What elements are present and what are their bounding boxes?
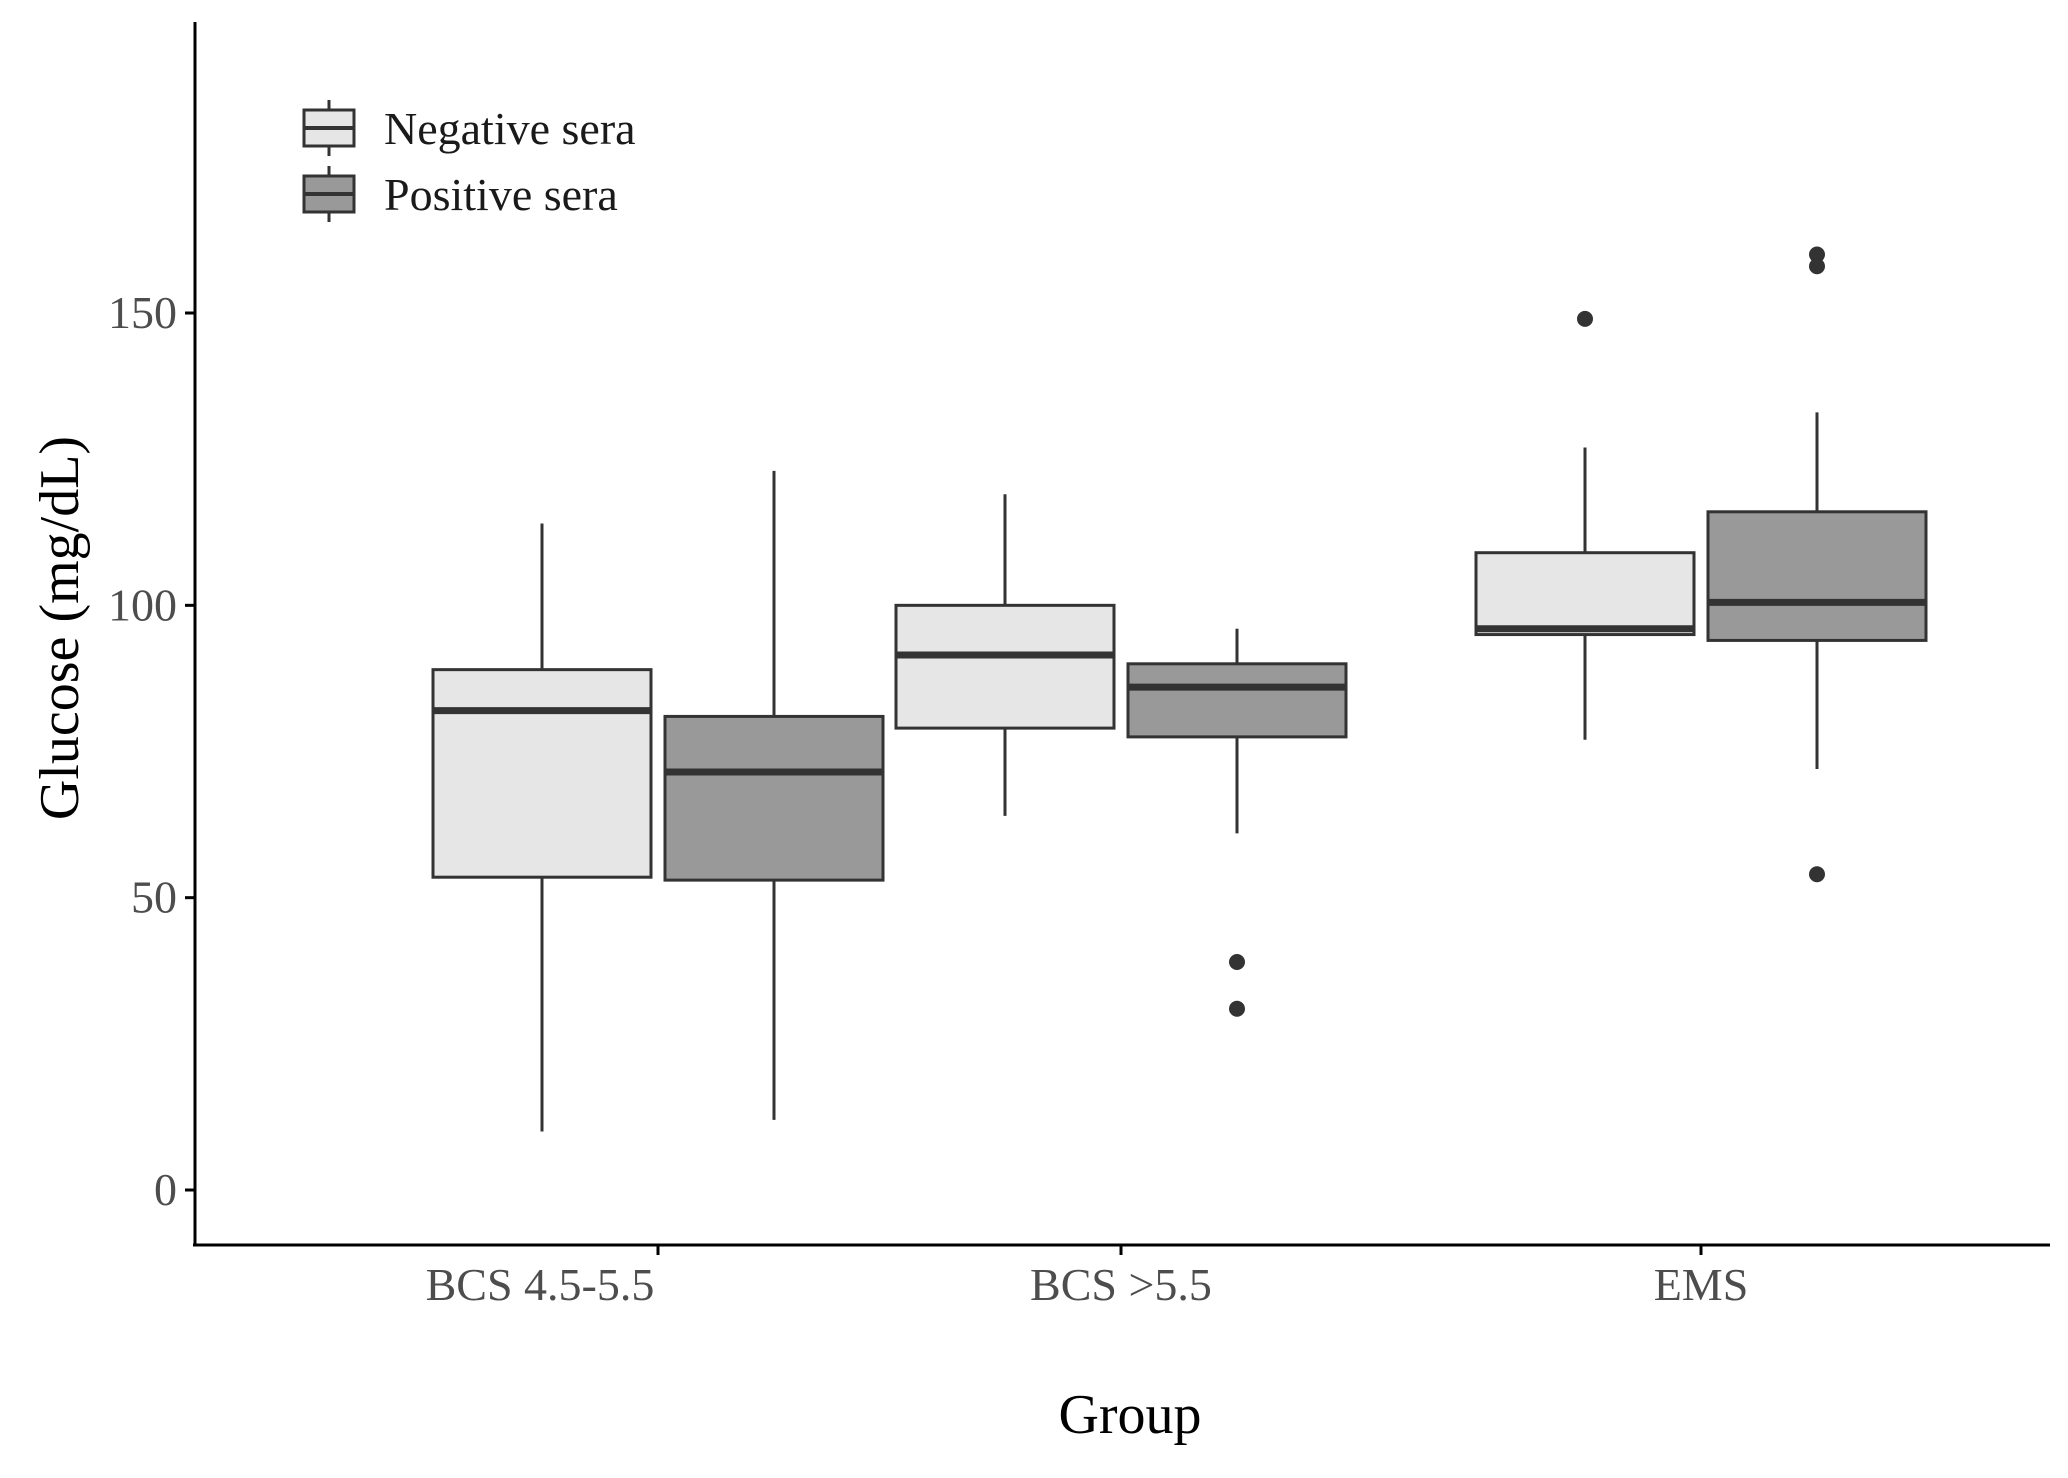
x-tick-label-ems: EMS <box>1654 1259 1749 1310</box>
y-axis-title: Glucose (mg/dL) <box>29 436 91 820</box>
box-body <box>1474 551 1696 637</box>
x-tick-label-bcs-5-5: BCS >5.5 <box>1030 1259 1212 1310</box>
boxes-layer <box>431 246 1928 1132</box>
legend-item-negative-sera: Negative sera <box>302 100 636 156</box>
box-body <box>1706 510 1928 642</box>
box-body <box>431 668 653 879</box>
box-negative-sera-bcs-4-5-5-5 <box>431 523 653 1132</box>
outlier-point <box>1809 258 1825 275</box>
ticks-layer: 0 50 100 150 BCS 4.5-5.5 BCS >5.5 EMS <box>108 287 1748 1310</box>
box-body <box>1126 662 1348 739</box>
legend-label: Negative sera <box>384 103 636 154</box>
y-tick-label-50: 50 <box>131 872 177 923</box>
box-body <box>894 603 1116 730</box>
y-tick-label-0: 0 <box>154 1164 177 1215</box>
outlier-point <box>1809 246 1825 263</box>
box-negative-sera-bcs-5-5 <box>894 494 1116 816</box>
outlier-point <box>1229 953 1245 970</box>
x-tick-label-bcs-4-5-5-5: BCS 4.5-5.5 <box>426 1259 655 1310</box>
outlier-point <box>1577 310 1593 327</box>
outlier-point <box>1809 866 1825 883</box>
box-negative-sera-ems <box>1474 310 1696 740</box>
box-positive-sera-ems <box>1706 246 1928 883</box>
x-axis-title: Group <box>1058 1384 1201 1446</box>
legend-item-positive-sera: Positive sera <box>302 166 618 222</box>
y-tick-label-150: 150 <box>108 287 177 338</box>
box-body <box>663 714 885 882</box>
legend: Negative sera Positive sera <box>302 100 636 222</box>
box-positive-sera-bcs-4-5-5-5 <box>663 470 885 1120</box>
y-tick-label-100: 100 <box>108 579 177 630</box>
box-positive-sera-bcs-5-5 <box>1126 628 1348 1017</box>
legend-label: Positive sera <box>384 169 618 220</box>
outlier-point <box>1229 1000 1245 1017</box>
